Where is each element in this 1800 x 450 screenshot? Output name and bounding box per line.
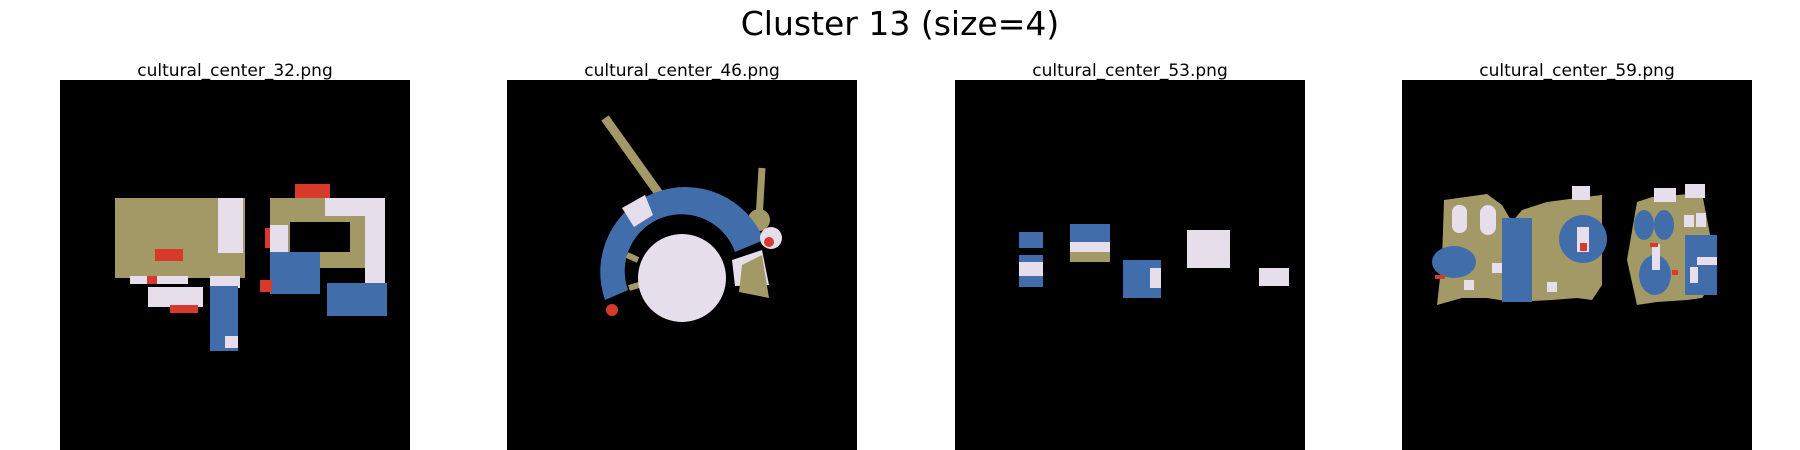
image-frame-4: [1402, 80, 1752, 450]
floorplan-image-4: [1432, 184, 1717, 305]
panel-title-2: cultural_center_46.png: [584, 61, 780, 81]
panel-title-3: cultural_center_53.png: [1032, 61, 1228, 81]
image-frame-2: [507, 80, 857, 450]
panel-title-4: cultural_center_59.png: [1479, 61, 1675, 81]
panel-title-1: cultural_center_32.png: [137, 61, 333, 81]
image-frame-3: [955, 80, 1305, 450]
floorplan-image-2: [600, 115, 782, 322]
image-frame-1: [60, 80, 410, 450]
floorplan-image-3: [1019, 224, 1289, 298]
figure-title: Cluster 13 (size=4): [740, 4, 1060, 43]
floorplan-image-1: [115, 184, 387, 351]
